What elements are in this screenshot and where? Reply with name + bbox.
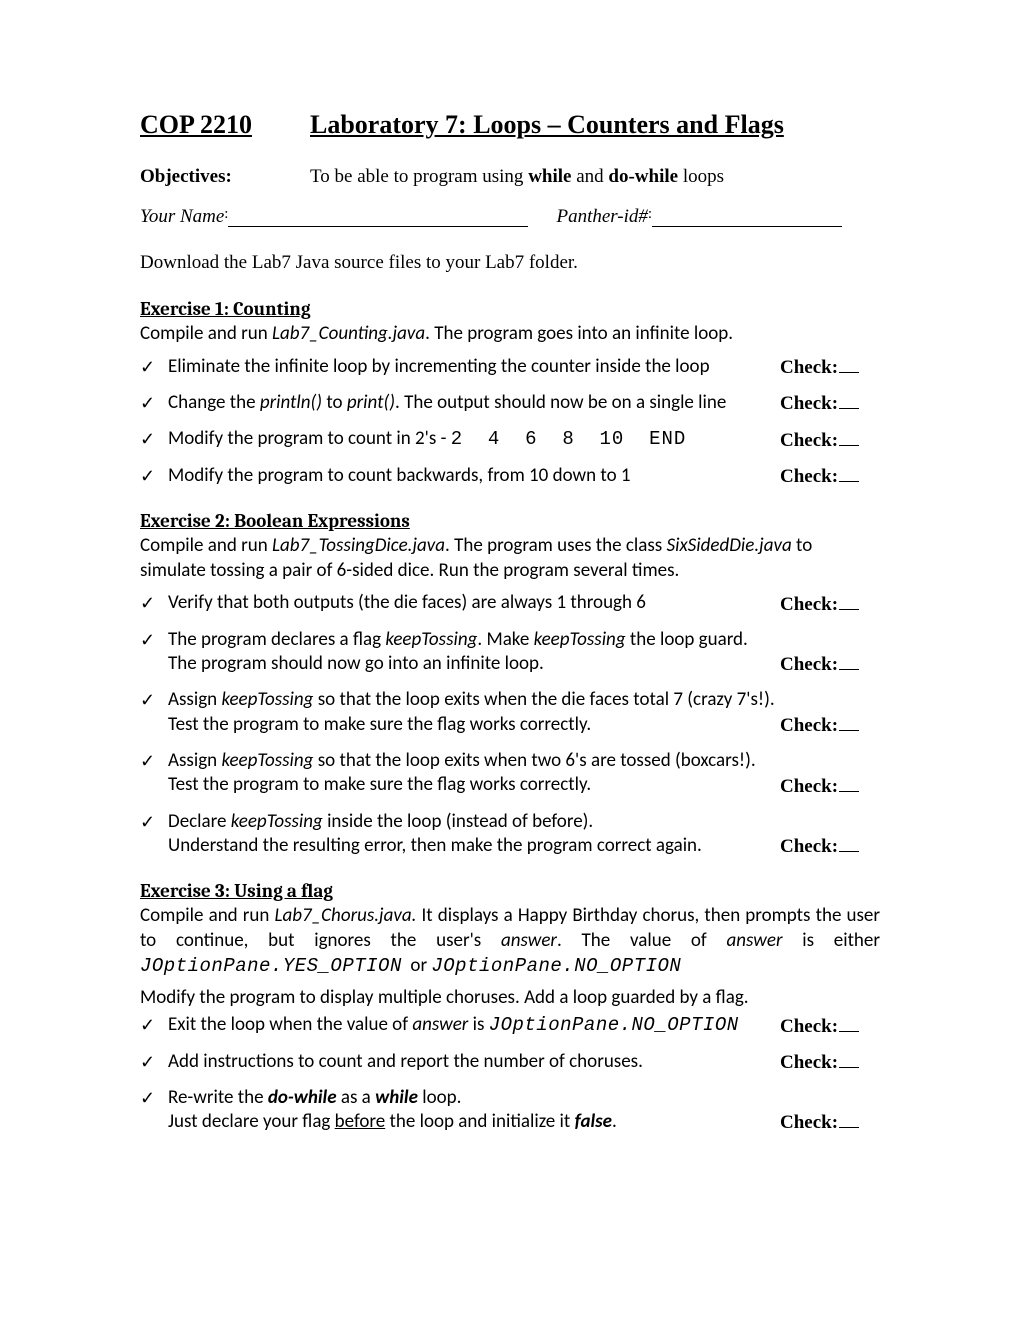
exercise-1-title: Exercise 1: Counting [140,298,880,320]
exercise-1: Exercise 1: Counting Compile and run Lab… [140,298,880,488]
ex2-task-5: ✓Declare keepTossing inside the loop (in… [140,810,880,859]
task-text: Change the println() to print(). The out… [168,391,780,415]
exercise-3-intro: Compile and run Lab7_Chorus.java. It dis… [140,904,880,978]
check-blank[interactable]: Check: [780,1016,880,1038]
task-text: Assign keepTossing so that the loop exit… [168,688,780,737]
panther-id-blank[interactable] [652,206,842,227]
check-icon: ✓ [140,628,168,652]
name-blank[interactable] [228,206,528,227]
ex1-task-4: ✓Modify the program to count backwards, … [140,464,880,488]
exercise-2: Exercise 2: Boolean Expressions Compile … [140,510,880,858]
download-instruction: Download the Lab7 Java source files to y… [140,252,880,274]
check-icon: ✓ [140,591,168,615]
exercise-3-tasks: ✓Exit the loop when the value of answer … [140,1013,880,1134]
task-text: Modify the program to count in 2's - 2 4… [168,427,780,451]
ex2-task-3: ✓Assign keepTossing so that the loop exi… [140,688,880,737]
task-text: Eliminate the infinite loop by increment… [168,355,780,379]
task-text: The program declares a flag keepTossing.… [168,628,780,677]
exercise-2-title: Exercise 2: Boolean Expressions [140,510,880,532]
ex3-task-2: ✓Add instructions to count and report th… [140,1050,880,1074]
check-icon: ✓ [140,1013,168,1037]
panther-id-label: Panther-id# [556,206,647,228]
check-icon: ✓ [140,427,168,451]
objectives-text: To be able to program using while and do… [310,166,724,188]
check-blank[interactable]: Check: [780,715,880,737]
ex1-task-1: ✓Eliminate the infinite loop by incremen… [140,355,880,379]
objectives-pre: To be able to program using [310,166,528,187]
page: COP 2210 Laboratory 7: Loops – Counters … [0,0,1020,1320]
task-text: Re-write the do-while as a while loop.Ju… [168,1086,780,1135]
ex1-intro-post: . The program goes into an infinite loop… [425,322,733,345]
ex1-intro-file: Lab7_Counting.java [272,322,425,345]
check-blank[interactable]: Check: [780,393,880,415]
ex3-task-3: ✓Re-write the do-while as a while loop.J… [140,1086,880,1135]
task-text: Exit the loop when the value of answer i… [168,1013,780,1037]
check-icon: ✓ [140,1086,168,1110]
task-text: Verify that both outputs (the die faces)… [168,591,780,615]
course-code: COP 2210 [140,110,310,140]
task-text: Assign keepTossing so that the loop exit… [168,749,780,798]
title-row: COP 2210 Laboratory 7: Loops – Counters … [140,110,880,140]
check-blank[interactable]: Check: [780,1112,880,1134]
objectives-mid: and [571,166,608,187]
name-row: Your Name: Panther-id#: [140,206,880,228]
exercise-2-tasks: ✓Verify that both outputs (the die faces… [140,591,880,858]
check-blank[interactable]: Check: [780,430,880,452]
ex2-task-2: ✓The program declares a flag keepTossing… [140,628,880,677]
task-text: Add instructions to count and report the… [168,1050,780,1074]
exercise-3-subtext: Modify the program to display multiple c… [140,986,880,1009]
objectives-row: Objectives: To be able to program using … [140,166,880,188]
check-blank[interactable]: Check: [780,654,880,676]
check-icon: ✓ [140,355,168,379]
lab-title: Laboratory 7: Loops – Counters and Flags [310,110,784,140]
exercise-3: Exercise 3: Using a flag Compile and run… [140,880,880,1134]
your-name-label: Your Name [140,206,224,228]
objectives-label: Objectives: [140,166,310,188]
check-icon: ✓ [140,464,168,488]
exercise-3-title: Exercise 3: Using a flag [140,880,880,902]
task-text: Modify the program to count backwards, f… [168,464,780,488]
objectives-kw2: do-while [608,166,678,187]
objectives-post: loops [678,166,724,187]
ex1-task-3: ✓Modify the program to count in 2's - 2 … [140,427,880,451]
check-blank[interactable]: Check: [780,466,880,488]
check-icon: ✓ [140,1050,168,1074]
check-icon: ✓ [140,391,168,415]
check-blank[interactable]: Check: [780,357,880,379]
exercise-1-intro: Compile and run Lab7_Counting.java. The … [140,322,880,347]
task-text: Declare keepTossing inside the loop (ins… [168,810,780,859]
exercise-1-tasks: ✓Eliminate the infinite loop by incremen… [140,355,880,488]
ex2-task-4: ✓Assign keepTossing so that the loop exi… [140,749,880,798]
check-icon: ✓ [140,810,168,834]
check-icon: ✓ [140,688,168,712]
check-blank[interactable]: Check: [780,1052,880,1074]
check-blank[interactable]: Check: [780,776,880,798]
objectives-kw1: while [528,166,571,187]
ex3-task-1: ✓Exit the loop when the value of answer … [140,1013,880,1037]
exercise-2-intro: Compile and run Lab7_TossingDice.java. T… [140,534,880,583]
check-blank[interactable]: Check: [780,836,880,858]
check-blank[interactable]: Check: [780,594,880,616]
ex1-task-2: ✓Change the println() to print(). The ou… [140,391,880,415]
ex2-task-1: ✓Verify that both outputs (the die faces… [140,591,880,615]
ex1-intro-pre: Compile and run [140,322,272,345]
check-icon: ✓ [140,749,168,773]
